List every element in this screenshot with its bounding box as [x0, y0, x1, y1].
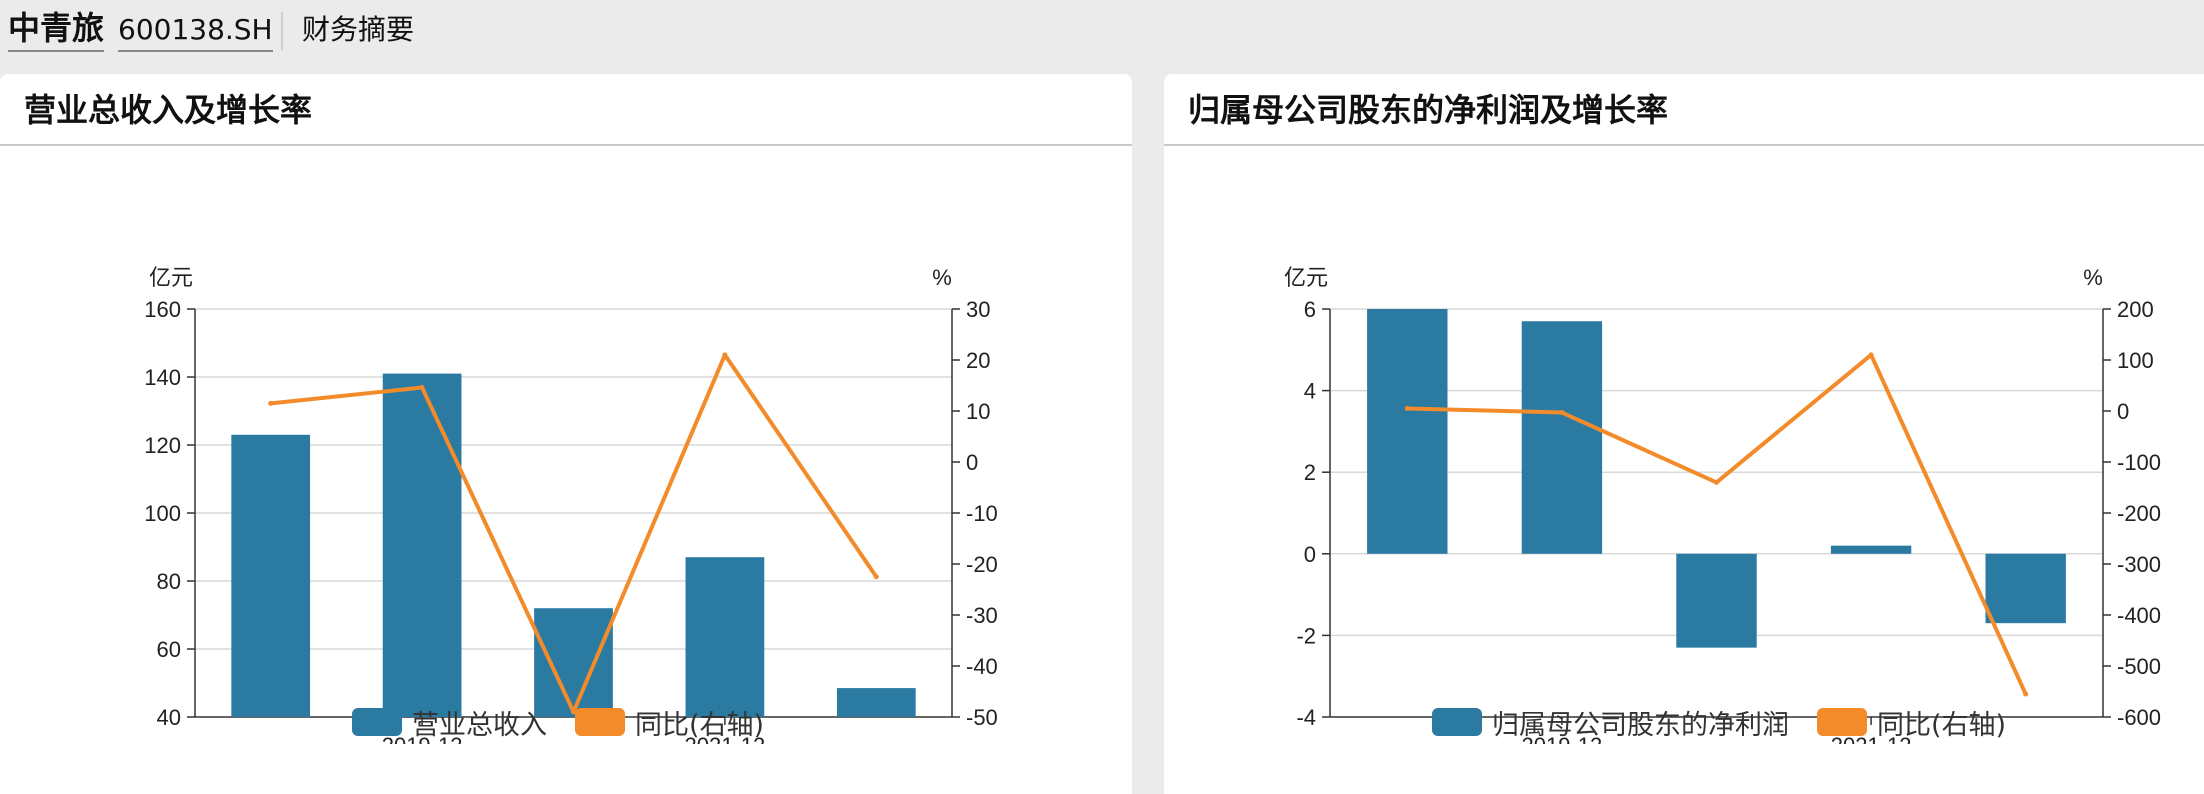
y-tick-label: -2: [1296, 623, 1316, 648]
x-tick-label: 2019-12: [382, 733, 463, 744]
y-tick-label: 120: [144, 433, 181, 458]
y2-tick-label: 30: [966, 297, 990, 322]
y2-tick-label: -400: [2117, 603, 2161, 628]
y2-tick-label: -100: [2117, 450, 2161, 475]
net-profit-panel: 归属母公司股东的净利润及增长率 -4 -2 0 2 4 6 -600 -500 -400 -300…: [1164, 74, 2204, 794]
x-tick-label: 2021-12: [685, 733, 766, 744]
y2-tick-label: -20: [966, 552, 998, 577]
legend-label-line: 同比(右轴): [1877, 709, 2007, 741]
legend-label-line: 同比(右轴): [635, 709, 765, 741]
y2-tick-label: -600: [2117, 705, 2161, 730]
y2-tick-label: -500: [2117, 654, 2161, 679]
legend-item-bar[interactable]: 营业总收入: [352, 703, 547, 742]
x-tick-label: 2021-12: [1831, 733, 1912, 744]
bar: [382, 373, 462, 717]
panel-title: 营业总收入及增长率: [24, 91, 313, 129]
revenue-chart: 40 60 80 100 120 140 160 -50 -40 -30 -20 -10 0 10 20 30…: [144, 265, 998, 744]
bar: [1521, 321, 1603, 554]
legend-swatch-bar: [352, 708, 402, 736]
section-title: 财务摘要: [302, 13, 415, 46]
panel-header: 营业总收入及增长率: [0, 74, 1132, 146]
y-axis-unit: 亿元: [149, 265, 193, 290]
growth-point: [571, 709, 576, 715]
growth-point: [1868, 352, 1874, 358]
y-tick-label: 6: [1304, 297, 1316, 322]
y2-axis-unit: %: [932, 265, 952, 290]
y2-tick-label: 0: [2117, 399, 2129, 424]
legend-item-line[interactable]: 同比(右轴): [1817, 703, 2006, 742]
bar: [1676, 553, 1757, 648]
y2-tick-label: -300: [2117, 552, 2161, 577]
legend-label-bar: 归属母公司股东的净利润: [1492, 709, 1789, 741]
panel-header: 归属母公司股东的净利润及增长率: [1164, 74, 2204, 146]
y2-tick-label: -30: [966, 603, 998, 628]
y-tick-label: 140: [144, 365, 181, 390]
y-tick-label: 160: [144, 297, 181, 322]
net-profit-chart: -4 -2 0 2 4 6 -600 -500 -400 -300 -200 -100 0 100 200 亿…: [1284, 265, 2161, 744]
revenue-panel: 营业总收入及增长率 40 60 80 100 120 140 160 -50 -40 -30 -20…: [0, 74, 1132, 794]
legend: 归属母公司股东的净利润 同比(右轴): [1432, 702, 2034, 742]
y-tick-label: 0: [1304, 542, 1316, 567]
y2-tick-label: 0: [966, 450, 978, 475]
divider: [281, 12, 283, 50]
top-bar: 中青旅 600138.SH 财务摘要: [0, 0, 2204, 70]
bar: [836, 688, 916, 717]
growth-point: [1404, 405, 1410, 411]
legend-swatch-line: [1817, 708, 1867, 736]
y2-tick-label: 20: [966, 348, 990, 373]
y2-tick-label: 10: [966, 399, 990, 424]
y2-tick-label: -10: [966, 501, 998, 526]
y-tick-label: 40: [157, 705, 181, 730]
y-tick-label: 2: [1304, 460, 1316, 485]
y2-tick-label: -40: [966, 654, 998, 679]
y2-tick-label: -50: [966, 705, 998, 730]
y-tick-label: 60: [157, 637, 181, 662]
legend-swatch-bar: [1432, 708, 1482, 736]
stock-name[interactable]: 中青旅: [8, 8, 105, 52]
growth-point: [268, 400, 274, 406]
bar: [685, 557, 765, 717]
bar: [534, 608, 613, 717]
y-tick-label: 100: [144, 501, 181, 526]
y2-tick-label: -200: [2117, 501, 2161, 526]
bar: [1985, 553, 2066, 624]
growth-point: [873, 574, 879, 580]
x-tick-label: 2019-12: [1522, 733, 1603, 744]
legend: 营业总收入 同比(右轴): [352, 702, 792, 742]
y-axis-unit: 亿元: [1284, 265, 1328, 290]
bar: [231, 434, 311, 717]
y-tick-label: 80: [157, 569, 181, 594]
panel-title: 归属母公司股东的净利润及增长率: [1188, 91, 1669, 129]
y2-tick-label: 200: [2117, 297, 2154, 322]
y-tick-label: -4: [1296, 705, 1316, 730]
legend-swatch-line: [575, 708, 625, 736]
legend-label-bar: 营业总收入: [412, 709, 547, 741]
growth-point: [722, 352, 728, 358]
bar: [1830, 545, 1912, 554]
growth-point: [1559, 410, 1565, 416]
y2-tick-label: 100: [2117, 348, 2154, 373]
growth-point: [2023, 691, 2029, 697]
growth-point: [419, 385, 425, 391]
legend-item-line[interactable]: 同比(右轴): [575, 703, 764, 742]
y2-axis-unit: %: [2083, 265, 2103, 290]
y-tick-label: 4: [1304, 379, 1316, 404]
growth-point: [1714, 479, 1719, 485]
bar: [1367, 309, 1448, 554]
legend-item-bar[interactable]: 归属母公司股东的净利润: [1432, 703, 1789, 742]
stock-code[interactable]: 600138.SH: [118, 12, 273, 52]
